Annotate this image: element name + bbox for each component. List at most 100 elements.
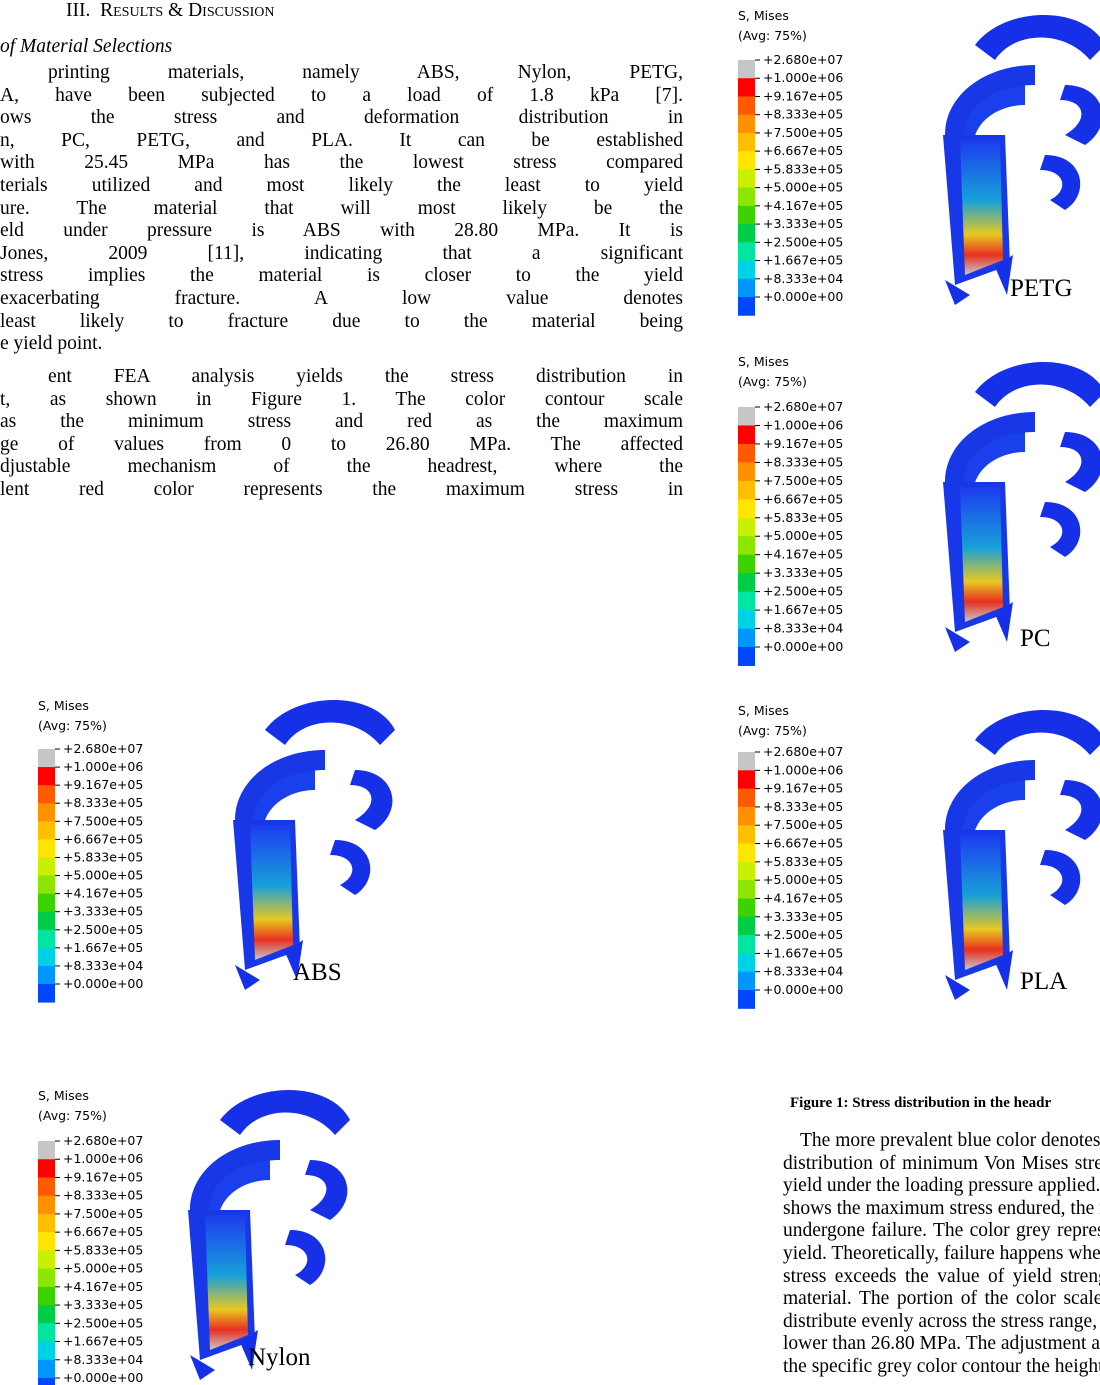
legend-swatch bbox=[38, 785, 55, 804]
legend-swatch bbox=[738, 880, 755, 899]
legend-value: +1.000e+06 bbox=[763, 762, 843, 777]
legend-value: +8.333e+04 bbox=[63, 958, 143, 973]
legend-value: +1.667e+05 bbox=[763, 602, 843, 617]
legend-swatch bbox=[738, 573, 755, 592]
legend-swatch bbox=[738, 169, 755, 188]
legend-value: +1.667e+05 bbox=[763, 945, 843, 960]
legend-swatch bbox=[738, 133, 755, 152]
legend-swatch bbox=[38, 1360, 55, 1379]
legend-value: +1.000e+06 bbox=[763, 70, 843, 85]
legend-subtitle: (Avg: 75%) bbox=[738, 374, 807, 389]
legend-swatch bbox=[38, 1269, 55, 1288]
model-render bbox=[943, 710, 1100, 1000]
legend-swatch bbox=[738, 807, 755, 826]
legend-swatch bbox=[738, 96, 755, 115]
legend-swatch bbox=[38, 767, 55, 786]
page-body: III. Results & Discussion of Material Se… bbox=[0, 0, 1100, 1385]
legend-value: +7.500e+05 bbox=[763, 125, 843, 140]
legend-value: +3.333e+05 bbox=[763, 909, 843, 924]
model-render bbox=[233, 700, 395, 990]
legend-swatch bbox=[738, 990, 755, 1009]
material-label: PLA bbox=[1020, 968, 1067, 995]
legend-value: +8.333e+05 bbox=[763, 454, 843, 469]
legend-swatch bbox=[738, 279, 755, 298]
legend-value: +4.167e+05 bbox=[763, 198, 843, 213]
legend-swatch bbox=[38, 803, 55, 822]
legend-value: +6.667e+05 bbox=[763, 143, 843, 158]
legend-value: +2.680e+07 bbox=[63, 741, 143, 756]
legend-value: +6.667e+05 bbox=[763, 836, 843, 851]
legend-value: +0.000e+00 bbox=[63, 1370, 143, 1385]
figure: S, Mises (Avg: 75%) +2.680e+07 +1.000e+06 +9… bbox=[0, 0, 1100, 1385]
legend-value: +8.333e+05 bbox=[763, 799, 843, 814]
legend-value: +8.333e+04 bbox=[763, 621, 843, 636]
model-render bbox=[943, 15, 1100, 305]
legend-swatch bbox=[38, 1232, 55, 1251]
legend-value: +0.000e+00 bbox=[63, 976, 143, 991]
legend-value: +6.667e+05 bbox=[63, 1224, 143, 1239]
legend-swatch bbox=[38, 966, 55, 985]
legend-swatch bbox=[738, 60, 755, 79]
legend-swatch bbox=[738, 78, 755, 97]
legend-value: +7.500e+05 bbox=[63, 813, 143, 828]
legend-swatch bbox=[38, 1141, 55, 1160]
legend-swatch bbox=[738, 462, 755, 481]
legend-title: S, Mises bbox=[38, 1088, 89, 1103]
legend-swatch bbox=[38, 1287, 55, 1306]
legend-value: +2.680e+07 bbox=[763, 744, 843, 759]
legend-swatch bbox=[38, 1342, 55, 1361]
legend-value: +4.167e+05 bbox=[763, 890, 843, 905]
legend-swatch bbox=[738, 261, 755, 280]
legend-value: +1.000e+06 bbox=[63, 1151, 143, 1166]
legend-value: +5.000e+05 bbox=[763, 528, 843, 543]
material-label: Nylon bbox=[248, 1344, 311, 1371]
legend-swatch bbox=[738, 898, 755, 917]
legend-value: +1.000e+06 bbox=[63, 759, 143, 774]
legend-value: +5.833e+05 bbox=[763, 854, 843, 869]
legend-swatch bbox=[38, 894, 55, 913]
legend-title: S, Mises bbox=[738, 354, 789, 369]
legend-value: +3.333e+05 bbox=[763, 565, 843, 580]
legend-value: +9.167e+05 bbox=[763, 781, 843, 796]
legend-swatch bbox=[738, 629, 755, 648]
legend-swatch bbox=[38, 839, 55, 858]
legend-value: +7.500e+05 bbox=[763, 817, 843, 832]
legend-swatch bbox=[738, 188, 755, 207]
legend-value: +4.167e+05 bbox=[63, 886, 143, 901]
material-label: ABS bbox=[293, 959, 342, 986]
legend-value: +9.167e+05 bbox=[763, 88, 843, 103]
legend-value: +2.500e+05 bbox=[763, 234, 843, 249]
legend-value: +0.000e+00 bbox=[763, 639, 843, 654]
legend-swatch bbox=[738, 444, 755, 463]
legend-value: +8.333e+04 bbox=[63, 1352, 143, 1367]
legend-swatch bbox=[738, 206, 755, 225]
legend-value: +1.667e+05 bbox=[63, 940, 143, 955]
legend-value: +4.167e+05 bbox=[763, 547, 843, 562]
legend-value: +5.000e+05 bbox=[63, 1261, 143, 1276]
legend-swatch bbox=[38, 984, 55, 1003]
legend-value: +6.667e+05 bbox=[763, 491, 843, 506]
legend-value: +0.000e+00 bbox=[763, 982, 843, 997]
legend-swatch bbox=[38, 749, 55, 768]
legend-swatch bbox=[738, 935, 755, 954]
legend-value: +3.333e+05 bbox=[763, 216, 843, 231]
legend-swatch bbox=[38, 876, 55, 895]
legend-value: +8.333e+05 bbox=[63, 1188, 143, 1203]
model-render bbox=[188, 1090, 350, 1380]
legend-swatch bbox=[738, 592, 755, 611]
legend-swatch bbox=[38, 1323, 55, 1342]
legend-subtitle: (Avg: 75%) bbox=[38, 1108, 107, 1123]
legend-value: +2.680e+07 bbox=[763, 399, 843, 414]
legend-swatch bbox=[38, 1159, 55, 1178]
material-label: PETG bbox=[1010, 275, 1073, 302]
legend-value: +7.500e+05 bbox=[63, 1206, 143, 1221]
legend-swatch bbox=[738, 862, 755, 881]
legend-swatch bbox=[738, 972, 755, 991]
legend-value: +2.680e+07 bbox=[763, 52, 843, 67]
page: Results and Discussion { "section": {"nu… bbox=[0, 0, 1100, 1385]
legend-value: +2.500e+05 bbox=[763, 927, 843, 942]
legend-title: S, Mises bbox=[738, 703, 789, 718]
legend-swatch bbox=[738, 297, 755, 316]
legend-swatch bbox=[738, 610, 755, 629]
legend-swatch bbox=[38, 1378, 55, 1385]
